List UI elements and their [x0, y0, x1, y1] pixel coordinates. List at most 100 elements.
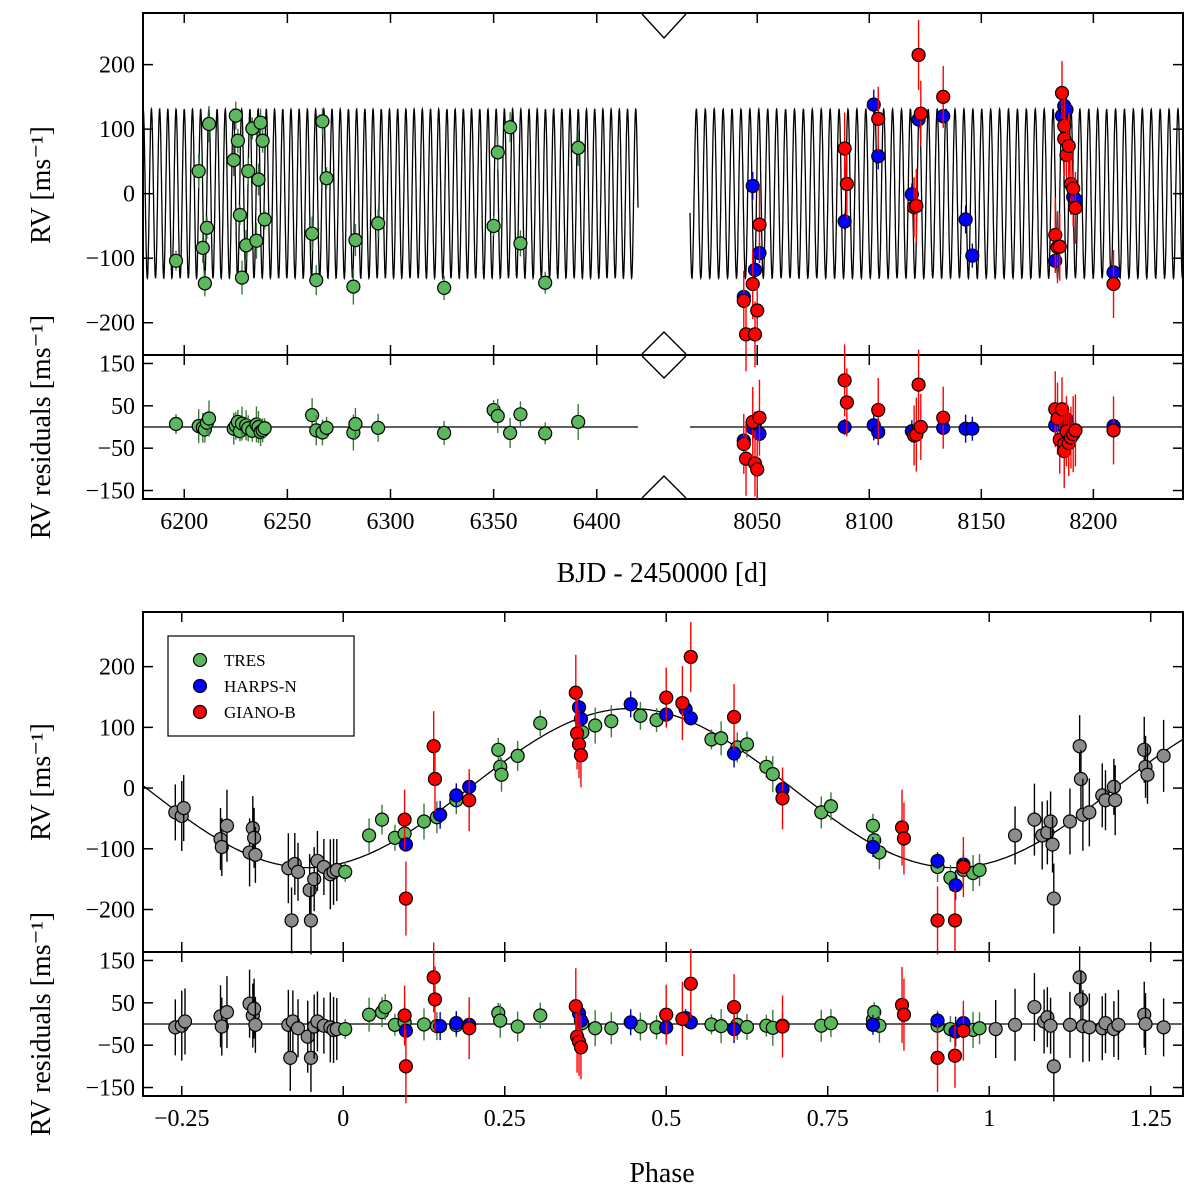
ph-point-tres: [374, 812, 390, 827]
phres-point-repeat: [1007, 1017, 1023, 1032]
ts-point-tres: [226, 153, 241, 168]
phres-point-repeat: [1138, 1016, 1153, 1032]
tsres-point-tres: [257, 421, 272, 436]
ts-point-tres: [253, 115, 268, 130]
tsres-point-giano-b: [1106, 423, 1121, 438]
time-series-rv-panel: −200 −100 0 100 200: [85, 12, 1184, 372]
legend-label-tres: TRES: [224, 651, 266, 670]
ts-point-tres: [437, 280, 452, 295]
ts-point-giano-b: [837, 141, 852, 156]
tsres-ytick-label: −150: [85, 479, 135, 505]
phres-point-repeat: [1073, 992, 1089, 1007]
phase-residuals-panel: −150 −50 50 150 −0.25 0 0.25 0.5 0.75 1 1.25: [85, 942, 1184, 1132]
ts-point-tres: [249, 233, 264, 248]
ts-point-giano-b: [1068, 200, 1083, 215]
ts-point-tres: [234, 270, 250, 285]
phres-point-tres: [739, 1019, 755, 1035]
ts-point-harps-n: [871, 149, 886, 164]
tsres-break-marker-top: [641, 355, 687, 379]
ts-point-tres: [305, 226, 320, 241]
ts-ytick-label: −100: [85, 246, 135, 272]
phres-xtick-label: 0.25: [484, 1106, 526, 1132]
ts-point-tres: [255, 133, 270, 148]
ts-point-harps-n: [747, 262, 763, 277]
tsres-point-harps-n: [837, 419, 852, 435]
ts-point-tres: [195, 240, 210, 255]
ph-point-repeat: [1007, 828, 1023, 843]
ph-series-tres: [338, 701, 987, 892]
phres-point-repeat: [248, 1017, 263, 1032]
tsres-xtick-label: 6300: [367, 509, 415, 535]
ts-point-giano-b: [752, 217, 767, 232]
phres-point-giano-b: [397, 1008, 412, 1023]
phres-point-repeat: [290, 1021, 306, 1036]
phres-point-repeat: [177, 1014, 193, 1029]
tsres-xtick-label: 6350: [470, 509, 518, 535]
phres-point-repeat: [1082, 1020, 1097, 1035]
ph-point-repeat: [1082, 805, 1097, 820]
legend-marker-giano-b: [192, 704, 208, 720]
ts-point-tres: [538, 275, 553, 290]
tsres-point-giano-b: [1068, 423, 1083, 438]
tsres-point-tres: [490, 408, 505, 424]
phres-xtick-label: 0.75: [807, 1106, 849, 1132]
tsres-point-giano-b: [752, 410, 767, 425]
tsres-point-tres: [319, 420, 334, 435]
tsres-xtick-label: 6400: [573, 509, 621, 535]
ph-point-harps-n: [683, 711, 698, 726]
phres-series-giano-b: [397, 942, 971, 1104]
tsres-point-giano-b: [913, 419, 928, 435]
ph-point-giano-b: [956, 859, 971, 875]
tsres-xtick-label: 6200: [160, 509, 208, 535]
phres-point-harps-n: [433, 1019, 448, 1034]
ts-point-harps-n: [958, 212, 973, 227]
ph-point-repeat: [1073, 771, 1089, 787]
ts-point-giano-b: [871, 111, 886, 126]
ph-point-harps-n: [865, 839, 881, 855]
ts-point-tres: [371, 216, 386, 231]
ts-ytick-label: 200: [99, 53, 135, 79]
phres-point-repeat: [1111, 1017, 1126, 1032]
ph-point-giano-b: [726, 709, 742, 725]
ph-point-tres: [633, 708, 648, 723]
ts-point-tres: [201, 116, 217, 132]
ts-point-tres: [191, 163, 206, 179]
ph-point-giano-b: [462, 793, 477, 808]
phres-point-harps-n: [449, 1016, 464, 1031]
ph-point-harps-n: [433, 807, 448, 822]
tsres-ytick-label: 150: [99, 351, 135, 377]
legend: TRES HARPS-N GIANO-B: [167, 635, 355, 737]
phres-ytick-label: 150: [99, 948, 135, 974]
ts-point-giano-b: [747, 327, 763, 342]
phres-point-giano-b: [675, 1011, 690, 1027]
ph-point-tres: [972, 862, 987, 878]
phres-point-repeat: [247, 1001, 262, 1016]
ts-point-giano-b: [1052, 239, 1067, 254]
ph-point-giano-b: [675, 695, 690, 711]
ts-axis-break-gap: [640, 14, 688, 354]
ts-point-tres: [230, 133, 245, 148]
ph-point-tres: [823, 799, 839, 814]
phres-point-giano-b: [398, 1059, 414, 1074]
ts-model-curve-1: [142, 106, 639, 281]
ph-point-giano-b: [573, 748, 589, 763]
phres-ytick-label: −150: [85, 1076, 135, 1102]
phres-point-giano-b: [427, 992, 443, 1007]
phres-point-tres: [361, 1007, 377, 1022]
ts-point-tres: [251, 172, 266, 187]
ph-y-axis-title: RV [ms⁻¹]: [26, 723, 57, 841]
ph-point-tres: [765, 767, 780, 782]
phres-point-tres: [714, 1019, 729, 1034]
phres-point-harps-n: [623, 1015, 638, 1030]
phres-ytick-label: 50: [111, 991, 135, 1017]
ph-series-harps-n: [398, 691, 971, 901]
ts-point-tres: [199, 220, 215, 235]
tsres-point-harps-n: [965, 421, 980, 436]
tsres-y-axis-title: RV residuals [ms⁻¹]: [26, 315, 57, 539]
phres-ytick-label: −50: [97, 1033, 135, 1059]
phres-point-giano-b: [896, 1007, 912, 1022]
tsres-xtick-label: 8150: [957, 509, 1005, 535]
ts-y-axis-title: RV [ms⁻¹]: [26, 126, 57, 244]
phres-point-giano-b: [659, 1007, 674, 1022]
tsres-point-tres: [437, 425, 452, 441]
